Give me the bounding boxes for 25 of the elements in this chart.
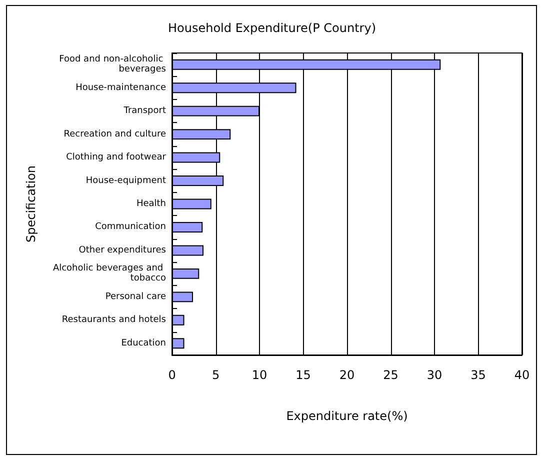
y-tick-label: House-maintenance: [76, 82, 166, 93]
x-tick-label: 30: [426, 368, 442, 382]
y-tick-label: Other expenditures: [78, 245, 166, 256]
x-tick-label: 10: [252, 368, 268, 382]
y-axis-title: Specification: [24, 165, 38, 243]
x-tick-label: 5: [212, 368, 220, 382]
x-tick-label: 0: [168, 368, 176, 382]
y-tick-label: Education: [121, 338, 166, 348]
x-tick-label: 15: [296, 368, 311, 382]
x-tick-label: 20: [339, 368, 355, 382]
y-tick-label: Alcoholic beverages and tobacco: [52, 264, 166, 284]
y-tick-label: Recreation and culture: [64, 129, 166, 140]
y-tick-label: House-equipment: [86, 176, 166, 186]
y-tick-label: Personal care: [105, 292, 166, 302]
x-tick-label: 25: [383, 368, 398, 382]
y-tick-label: Restaurants and hotels: [62, 315, 166, 326]
y-tick-label: Health: [136, 199, 166, 209]
y-tick-label: Food and non-alcoholic beverages: [59, 54, 166, 75]
chart-title: Household Expenditure(P Country): [168, 21, 376, 35]
y-tick-label: Clothing and footwear: [66, 152, 166, 163]
y-tick-label: Transport: [122, 106, 166, 116]
x-axis-title: Expenditure rate(%): [286, 409, 408, 423]
y-tick-label: Communication: [95, 222, 166, 232]
x-tick-label: 40: [514, 368, 530, 382]
x-tick-label: 35: [470, 368, 486, 382]
